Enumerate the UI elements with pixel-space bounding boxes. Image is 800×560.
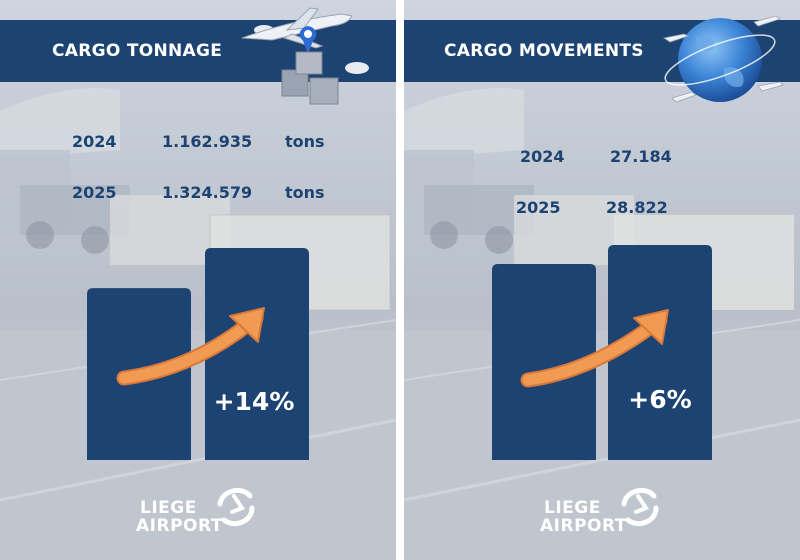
movements-value-2025: 28.822 bbox=[606, 198, 668, 217]
logo-line2: AIRPORT bbox=[540, 516, 627, 536]
globe-with-airplanes-icon bbox=[662, 15, 784, 103]
trend-arrow-head bbox=[229, 307, 265, 343]
logo-line1: LIEGE bbox=[544, 498, 601, 518]
tonnage-value-2025: 1.324.579 bbox=[162, 183, 253, 202]
movements-value-2024: 27.184 bbox=[610, 147, 672, 166]
movements-bar-chart: +6% bbox=[492, 245, 712, 460]
liege-airport-swirl-icon bbox=[217, 487, 255, 526]
bar-2025 bbox=[608, 245, 712, 460]
cargo-tonnage-panel: CARGO TONNAGE 2024 1.162.935 tons 2025 1… bbox=[0, 0, 396, 560]
trend-arrow bbox=[118, 312, 262, 384]
tonnage-value-2024: 1.162.935 bbox=[162, 132, 253, 151]
movements-year-2025: 2025 bbox=[516, 198, 561, 217]
cargo-movements-panel: CARGO MOVEMENTS 2024 27.184 2025 28.822 … bbox=[404, 0, 800, 560]
bar-2025 bbox=[205, 248, 309, 460]
tonnage-title: CARGO TONNAGE bbox=[52, 41, 223, 61]
change-percentage: +6% bbox=[628, 385, 691, 414]
logo-line2: AIRPORT bbox=[136, 516, 223, 536]
trend-arrow-head bbox=[633, 309, 669, 345]
tonnage-year-2025: 2025 bbox=[72, 183, 117, 202]
tonnage-header-band bbox=[0, 20, 396, 82]
change-percentage: +14% bbox=[214, 387, 295, 416]
tonnage-year-2024: 2024 bbox=[72, 132, 117, 151]
bar-2024 bbox=[492, 263, 596, 460]
logo-line1: LIEGE bbox=[140, 498, 197, 518]
plane-with-boxes-and-location-pin-icon bbox=[241, 7, 369, 105]
liege-airport-swirl-icon bbox=[621, 487, 659, 526]
movements-year-2024: 2024 bbox=[520, 147, 565, 166]
tonnage-unit-2024: tons bbox=[285, 132, 325, 151]
trend-arrow bbox=[522, 314, 666, 386]
tonnage-bar-chart: +14% bbox=[87, 248, 309, 460]
movements-title: CARGO MOVEMENTS bbox=[444, 41, 644, 61]
tonnage-unit-2025: tons bbox=[285, 183, 325, 202]
